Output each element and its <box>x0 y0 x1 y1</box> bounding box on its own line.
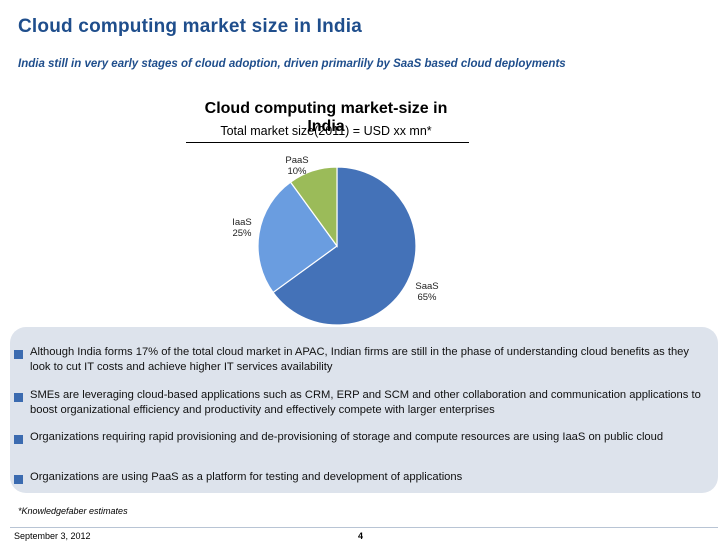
footer-divider <box>10 527 718 528</box>
footnote: *Knowledgefaber estimates <box>18 506 128 516</box>
bullet-panel <box>10 327 718 493</box>
bullet-marker <box>14 475 23 484</box>
chart-subtitle: Total market size(2011) = USD xx mn* <box>220 124 432 138</box>
pie-value-iaas: 25% <box>232 228 252 239</box>
bullet-item-iaas: Organizations requiring rapid provisioni… <box>30 431 664 443</box>
slide-subtitle: India still in very early stages of clou… <box>18 58 566 70</box>
bullet-item-apac-share: Although India forms 17% of the total cl… <box>30 346 689 373</box>
pie-value-paas: 10% <box>287 166 307 177</box>
pie-slice-iaas <box>257 181 338 294</box>
chart-title-underline <box>186 142 469 143</box>
page-number: 4 <box>358 531 364 541</box>
bullet-marker <box>14 435 23 444</box>
slide-title: Cloud computing market size in India <box>18 16 362 37</box>
bullet-marker <box>14 350 23 359</box>
bullet-item-sme: SMEs are leveraging cloud-based applicat… <box>30 389 701 416</box>
pie-label-paas: PaaS <box>285 155 308 166</box>
footer-date: September 3, 2012 <box>14 531 91 541</box>
pie-label-saas: SaaS <box>415 281 438 292</box>
pie-value-saas: 65% <box>417 292 437 303</box>
bullet-item-paas: Organizations are using PaaS as a platfo… <box>30 471 463 483</box>
chart-title: Cloud computing market-size in India <box>204 100 448 135</box>
bullet-marker <box>14 393 23 402</box>
pie-slice-paas <box>289 166 338 248</box>
pie-slice-saas <box>272 166 417 326</box>
pie-label-iaas: IaaS <box>232 217 252 228</box>
